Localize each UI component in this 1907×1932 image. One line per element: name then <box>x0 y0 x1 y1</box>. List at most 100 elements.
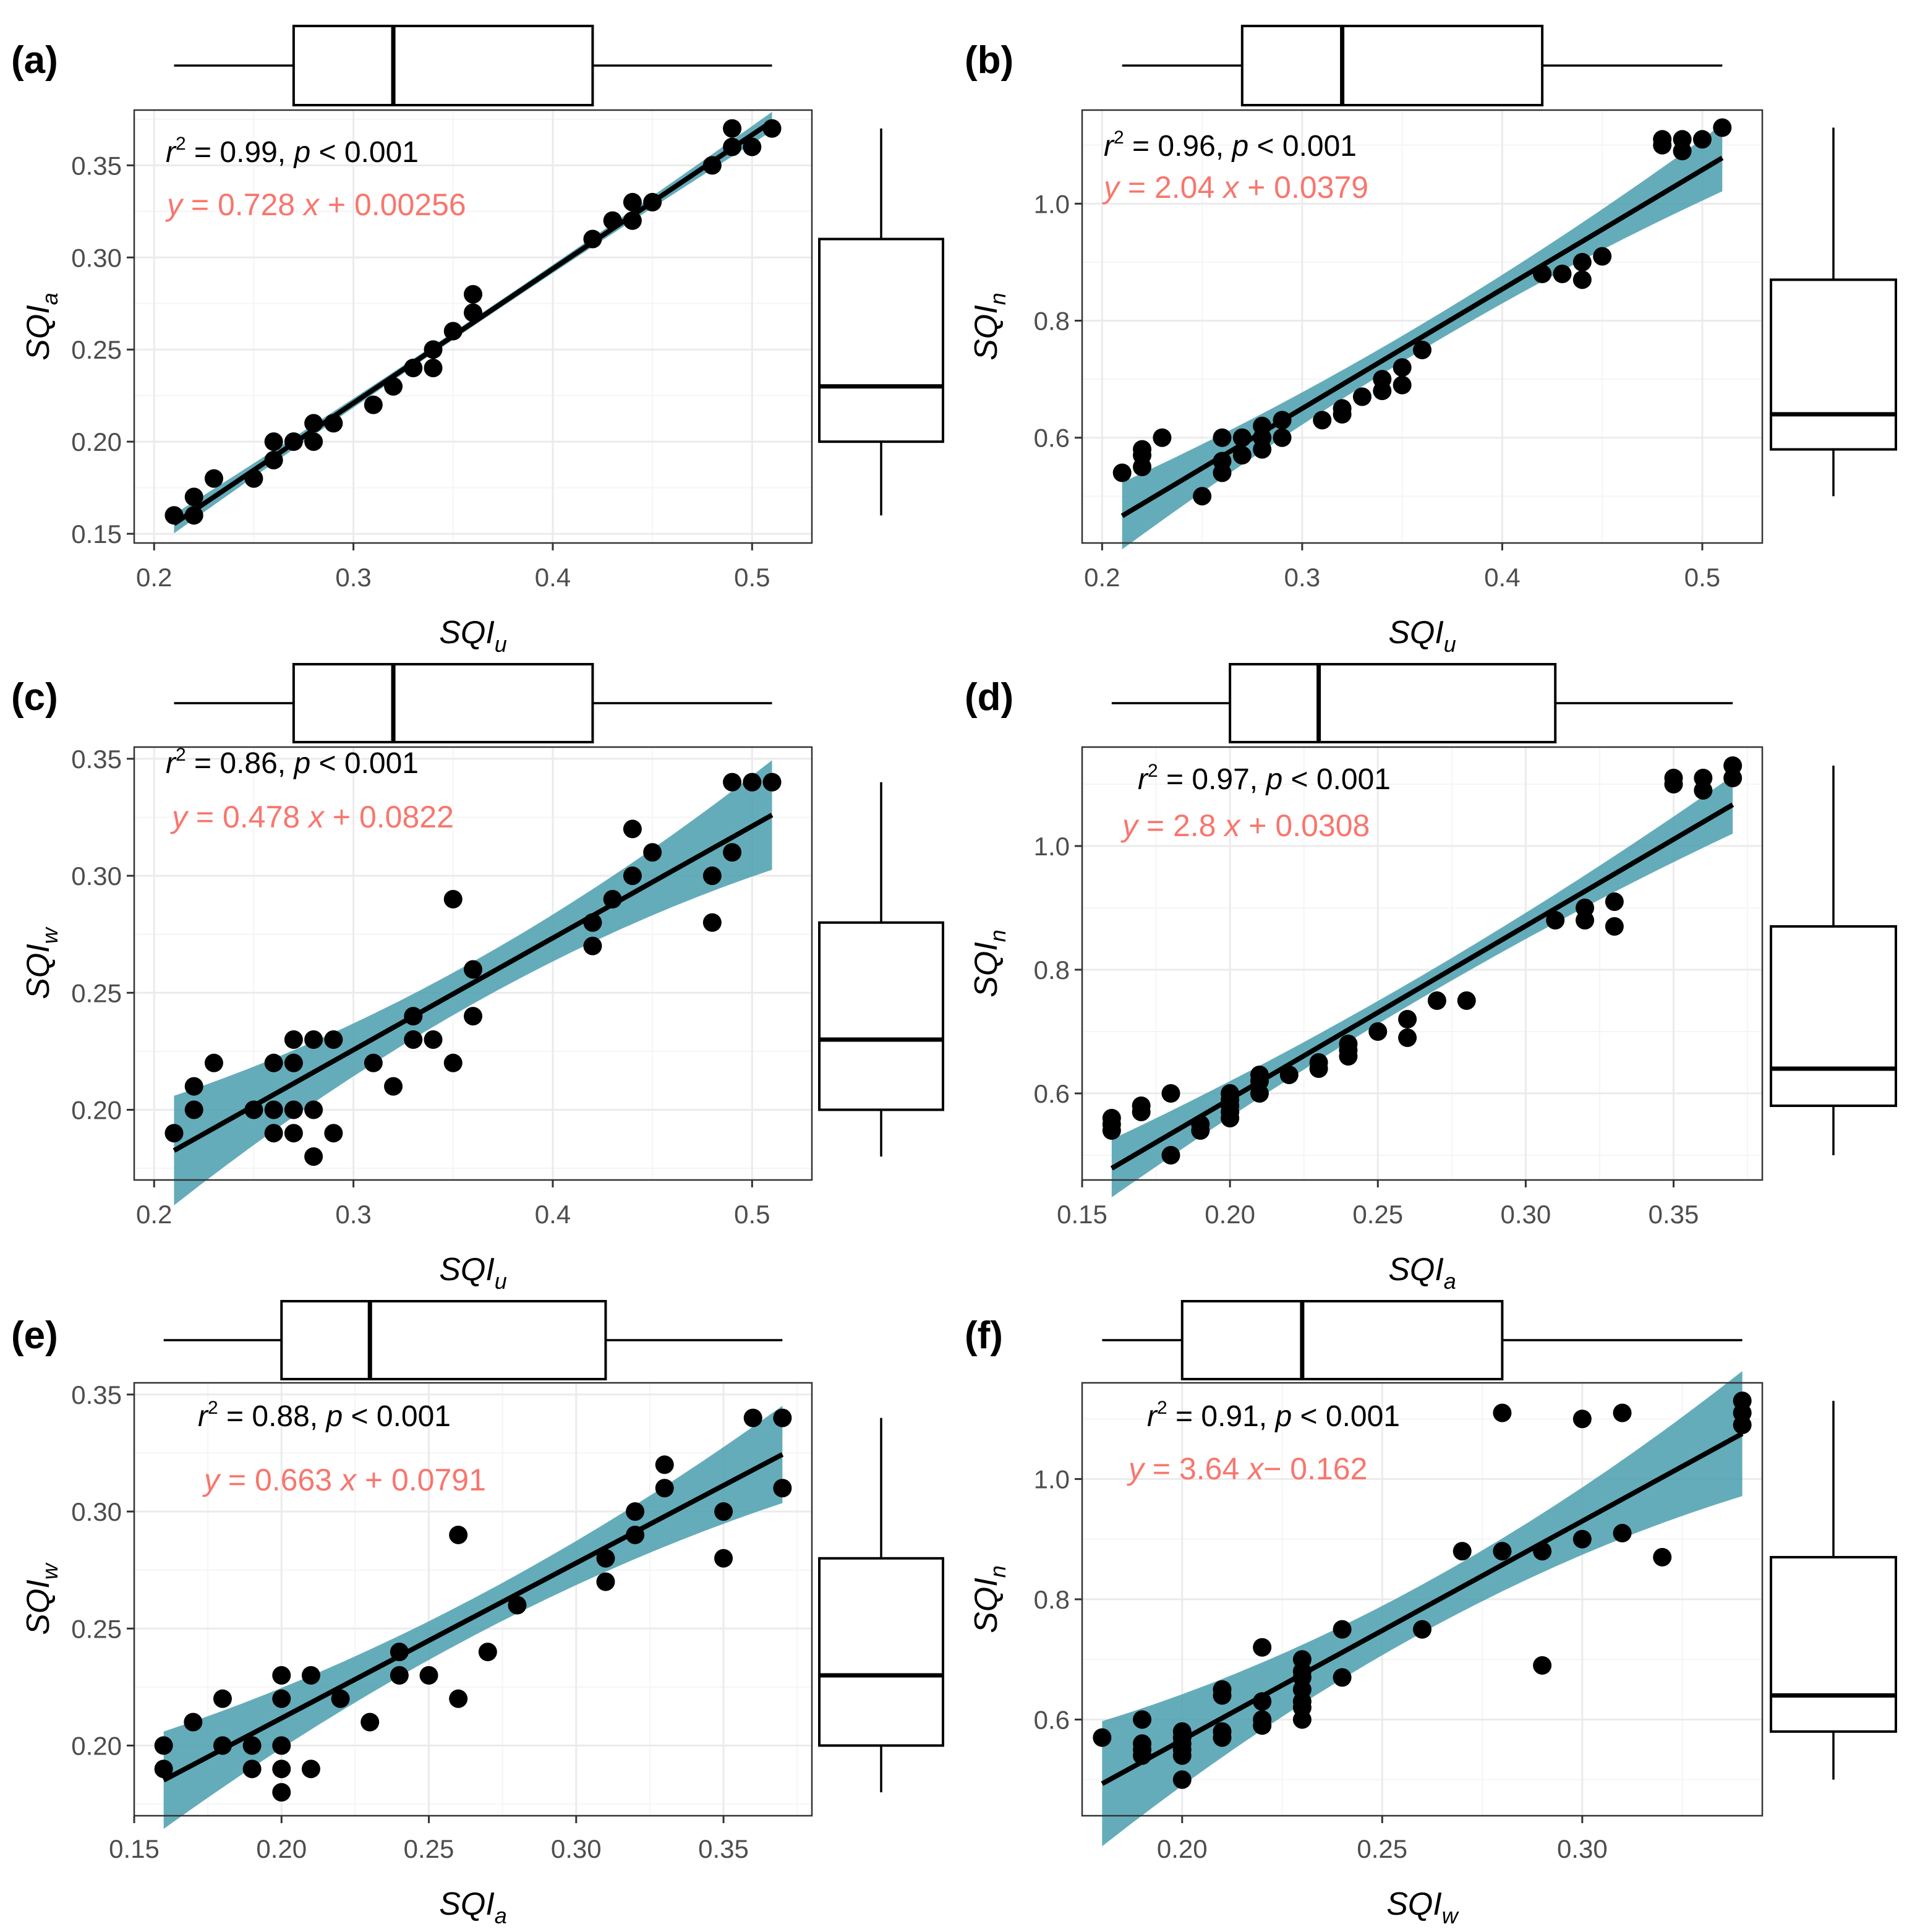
x-tick-label: 0.4 <box>535 563 571 592</box>
data-point <box>1339 1035 1358 1053</box>
eq-slope: = 3.64 <box>1144 1451 1248 1486</box>
x-tick-label: 0.5 <box>734 563 770 592</box>
y-axis-label-main: SQI <box>20 1579 56 1635</box>
data-point <box>184 487 203 507</box>
x-tick-label: 0.4 <box>1484 563 1520 592</box>
x-tick-label: 0.4 <box>535 1200 571 1229</box>
x-tick-label: 0.15 <box>1057 1200 1107 1229</box>
r2-p-annotation: r2 = 0.86, p < 0.001 <box>166 745 419 780</box>
y-axis-label-sub: n <box>985 293 1010 305</box>
data-points <box>164 772 782 1166</box>
panel-label: (a) <box>11 39 58 82</box>
x-tick-label: 0.30 <box>1501 1200 1551 1229</box>
y-tick-label: 0.20 <box>71 427 122 456</box>
box-iqr <box>818 1557 944 1747</box>
marginal-boxplot-y <box>818 782 944 1157</box>
data-point <box>723 119 742 138</box>
p-symbol: p <box>292 136 310 169</box>
box-iqr <box>1770 278 1897 451</box>
x-tick-label: 0.3 <box>1284 563 1320 592</box>
data-points <box>1112 118 1732 506</box>
x-axis-label-main: SQI <box>1388 615 1444 651</box>
data-point <box>1133 1734 1152 1753</box>
data-point <box>1398 1028 1417 1047</box>
data-point <box>1605 892 1624 911</box>
data-point <box>364 395 383 414</box>
y-axis-label-main: SQI <box>20 944 56 999</box>
p-symbol: p <box>1274 1400 1292 1433</box>
superscript-2: 2 <box>176 134 186 154</box>
panel-d: (d)0.15 0.20 0.25 0.30 0.350.60.81.0SQIaSQIn… <box>965 663 1897 1294</box>
x-axis-label: SQIw <box>1386 1886 1459 1928</box>
data-point <box>264 1053 283 1072</box>
x-axis-label: SQIa <box>1388 1252 1456 1294</box>
y-tick-label: 1.0 <box>1034 832 1070 861</box>
regression-equation: y = 2.04 x + 0.0379 <box>1102 170 1368 205</box>
y-axis-label-sub: w <box>37 926 62 944</box>
data-point <box>284 1030 303 1049</box>
data-point <box>1102 1109 1121 1127</box>
y-tick-label: 0.6 <box>1034 424 1070 453</box>
marginal-boxplot-x <box>1111 663 1733 743</box>
box-iqr <box>818 921 944 1111</box>
gridlines <box>134 747 812 1180</box>
data-point <box>272 1689 291 1708</box>
eq-x: x <box>1222 170 1240 205</box>
y-tick-label: 1.0 <box>1034 189 1070 218</box>
y-axis-label: SQIa <box>20 293 62 361</box>
panel-label: (f) <box>965 1314 1003 1357</box>
x-axis-label: SQIa <box>439 1886 507 1928</box>
y-tick-label: 0.8 <box>1034 955 1070 985</box>
y-tick-label: 0.8 <box>1034 307 1070 336</box>
y-axis-label-main: SQI <box>968 942 1004 998</box>
r2-value: = 0.86, <box>186 747 294 780</box>
data-point <box>1292 1650 1312 1669</box>
eq-slope: = 0.663 <box>220 1463 341 1497</box>
box-iqr <box>292 663 594 743</box>
box-iqr <box>292 25 594 106</box>
data-point <box>1112 463 1132 482</box>
marginal-boxplot-x <box>1122 25 1723 106</box>
regression-equation: y = 0.728 x + 0.00256 <box>165 187 466 222</box>
data-point <box>264 1100 283 1119</box>
x-tick-label: 0.20 <box>1205 1200 1255 1229</box>
y-axis-label: SQIn <box>968 293 1010 361</box>
data-point <box>1605 917 1624 936</box>
x-tick-label: 0.3 <box>335 1200 371 1229</box>
data-point <box>1161 1084 1180 1103</box>
data-point <box>364 1053 383 1072</box>
p-value: < 0.001 <box>1248 130 1357 163</box>
x-axis-label-sub: a <box>1444 1268 1456 1294</box>
p-value: < 0.001 <box>343 1400 451 1433</box>
eq-slope: = 2.8 <box>1138 808 1224 843</box>
x-tick-label: 0.20 <box>1157 1834 1208 1863</box>
regression-equation: y = 0.478 x + 0.0822 <box>170 800 454 834</box>
data-point <box>596 1572 615 1591</box>
panel-a: (a)0.2 0.3 0.4 0.50.150.200.250.300.35SQIuS… <box>11 25 944 657</box>
x-axis-label-sub: u <box>495 631 507 657</box>
y-tick-label: 1.0 <box>1034 1465 1070 1494</box>
marginal-boxplot-y <box>1770 766 1897 1155</box>
data-point <box>424 1030 443 1049</box>
data-point <box>1213 428 1232 447</box>
data-point <box>264 1124 283 1143</box>
data-point <box>464 960 482 979</box>
data-point <box>773 1408 792 1427</box>
regression-line <box>1120 155 1724 518</box>
regression-line <box>1101 1431 1744 1786</box>
regression-equation: y = 2.8 x + 0.0308 <box>1120 808 1370 843</box>
x-axis-label-main: SQI <box>439 615 495 651</box>
p-value: < 0.001 <box>310 136 419 169</box>
data-point <box>1153 428 1172 447</box>
box-iqr <box>818 237 944 443</box>
data-point <box>301 1759 320 1779</box>
data-point <box>443 1053 463 1072</box>
r-symbol: r <box>166 136 177 169</box>
r2-value: = 0.99, <box>186 136 294 169</box>
data-point <box>743 1408 762 1427</box>
p-value: < 0.001 <box>1282 763 1391 796</box>
eq-slope: = 2.04 <box>1119 170 1223 205</box>
eq-intercept: + 0.0308 <box>1240 808 1370 843</box>
x-axis-label-main: SQI <box>439 1886 495 1922</box>
data-point <box>390 1665 409 1685</box>
